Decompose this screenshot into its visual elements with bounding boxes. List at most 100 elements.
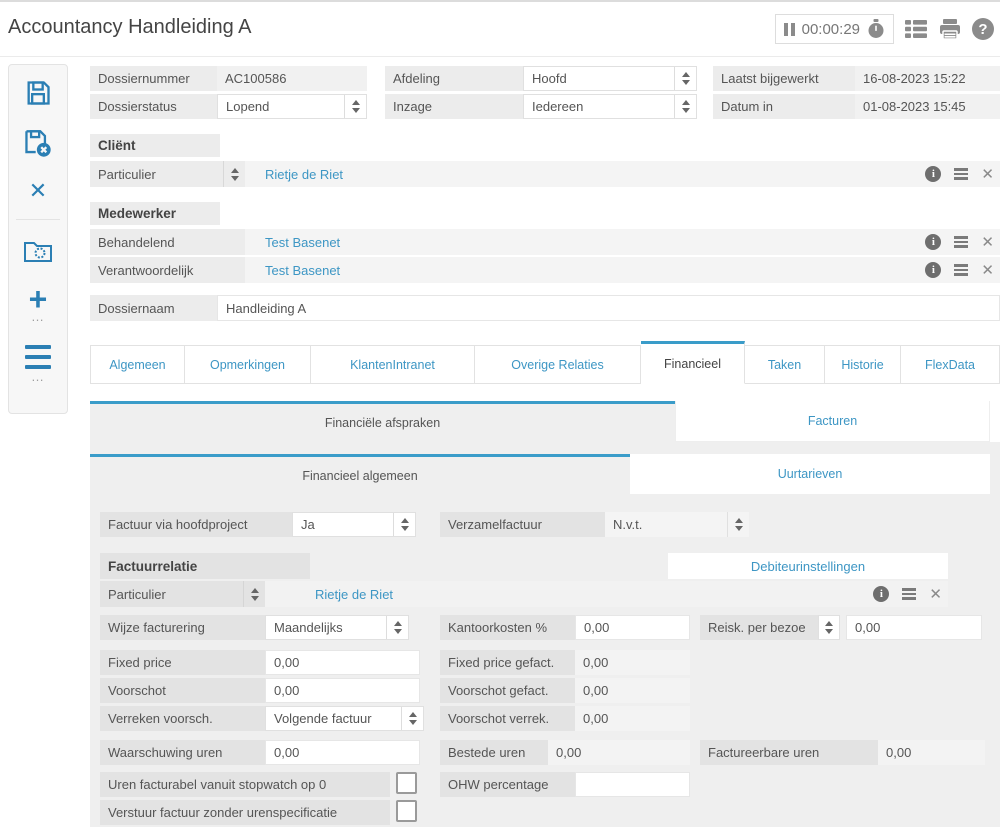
reisk-per-bezoek-label: Reisk. per bezoe bbox=[700, 615, 818, 640]
row-menu-icon[interactable] bbox=[902, 588, 917, 600]
datum-in-label: Datum in bbox=[713, 94, 855, 119]
spinner-icon[interactable] bbox=[393, 513, 415, 536]
tab-historie[interactable]: Historie bbox=[825, 345, 901, 384]
spinner-icon[interactable] bbox=[401, 707, 423, 730]
spinner-icon[interactable] bbox=[727, 512, 749, 537]
dossierstatus-value: Lopend bbox=[226, 99, 270, 114]
remove-icon[interactable]: ✕ bbox=[981, 234, 994, 251]
factuur-via-hoofdproject-select[interactable]: Ja bbox=[292, 512, 416, 537]
kantoorkosten-label: Kantoorkosten % bbox=[440, 615, 575, 640]
info-icon[interactable]: i bbox=[925, 262, 942, 278]
verantwoordelijk-name-link[interactable]: Test Basenet bbox=[265, 262, 341, 278]
inzage-select[interactable]: Iedereen bbox=[523, 94, 697, 119]
afdeling-select[interactable]: Hoofd bbox=[523, 66, 697, 91]
archive-folder-icon[interactable] bbox=[23, 238, 53, 264]
uren-row: Waarschuwing uren Bestede uren 0,00 Fact… bbox=[100, 740, 985, 765]
spinner-icon[interactable] bbox=[223, 161, 245, 187]
save-button[interactable] bbox=[24, 79, 52, 107]
verantwoordelijk-label: Verantwoordelijk bbox=[90, 257, 245, 283]
help-icon[interactable]: ? bbox=[972, 18, 994, 40]
row-menu-icon[interactable] bbox=[954, 264, 969, 276]
verreken-voorsch-select[interactable]: Volgende factuur bbox=[265, 706, 424, 731]
subtab-financiele-afspraken[interactable]: Financiële afspraken bbox=[90, 401, 675, 442]
kantoorkosten-input[interactable] bbox=[575, 615, 690, 640]
relatie-type-select[interactable]: Particulier bbox=[100, 581, 265, 607]
subtab-uurtarieven[interactable]: Uurtarieven bbox=[630, 454, 990, 494]
ohw-percentage-input[interactable] bbox=[575, 772, 690, 797]
ohw-percentage-label: OHW percentage bbox=[440, 772, 575, 797]
tab-financieel[interactable]: Financieel bbox=[641, 341, 745, 384]
remove-icon[interactable]: ✕ bbox=[929, 586, 942, 603]
dossiernaam-input[interactable] bbox=[217, 295, 1000, 321]
printer-icon[interactable] bbox=[938, 18, 962, 40]
dossierstatus-select[interactable]: Lopend bbox=[217, 94, 367, 119]
pause-icon[interactable] bbox=[783, 22, 795, 36]
verreken-voorsch-label: Verreken voorsch. bbox=[100, 706, 265, 731]
spinner-icon[interactable] bbox=[386, 616, 408, 639]
remove-icon[interactable]: ✕ bbox=[981, 166, 994, 183]
reisk-per-bezoek-input[interactable] bbox=[846, 615, 982, 640]
info-icon[interactable]: i bbox=[925, 166, 942, 182]
tab-overige-relaties[interactable]: Overige Relaties bbox=[475, 345, 641, 384]
spinner-icon[interactable] bbox=[674, 95, 696, 118]
more-dots-icon: … bbox=[31, 369, 45, 384]
verzamelfactuur-value: N.v.t. bbox=[613, 517, 643, 532]
wijze-facturering-value: Maandelijks bbox=[274, 620, 343, 635]
remove-icon[interactable]: ✕ bbox=[981, 262, 994, 279]
save-and-delete-button[interactable] bbox=[23, 129, 53, 159]
stopwatch-timer[interactable]: 00:00:29 bbox=[774, 14, 894, 44]
reisk-per-bezoek-select[interactable] bbox=[818, 615, 840, 640]
spinner-icon[interactable] bbox=[674, 67, 696, 90]
voorschot-input[interactable] bbox=[265, 678, 420, 703]
add-button[interactable]: + … bbox=[28, 281, 48, 324]
dossiernaam-label: Dossiernaam bbox=[90, 295, 217, 321]
laatst-bijgewerkt-label: Laatst bijgewerkt bbox=[713, 66, 855, 91]
close-icon[interactable]: ✕ bbox=[28, 178, 48, 203]
wijze-facturering-select[interactable]: Maandelijks bbox=[265, 615, 409, 640]
bestede-uren-value: 0,00 bbox=[548, 740, 690, 765]
fixed-price-gefact-value: 0,00 bbox=[575, 650, 690, 675]
voorschot-verrek-label: Voorschot verrek. bbox=[440, 706, 575, 731]
relatie-name-link[interactable]: Rietje de Riet bbox=[315, 586, 394, 602]
tab-klantenintranet[interactable]: KlantenIntranet bbox=[311, 345, 475, 384]
subtab-financieel-algemeen[interactable]: Financieel algemeen bbox=[90, 454, 630, 494]
list-view-icon[interactable] bbox=[904, 18, 928, 40]
tab-algemeen[interactable]: Algemeen bbox=[90, 345, 185, 384]
afdeling-value: Hoofd bbox=[532, 71, 567, 86]
urenspec-checkbox[interactable] bbox=[396, 800, 417, 822]
voorschot-verrek-value: 0,00 bbox=[575, 706, 690, 731]
spinner-icon[interactable] bbox=[243, 581, 265, 607]
tab-flexdata[interactable]: FlexData bbox=[901, 345, 1000, 384]
stopwatch-checkbox[interactable] bbox=[396, 772, 417, 794]
tab-opmerkingen[interactable]: Opmerkingen bbox=[185, 345, 311, 384]
spinner-icon[interactable] bbox=[819, 616, 839, 639]
waarschuwing-uren-input[interactable] bbox=[265, 740, 420, 765]
datum-in-value: 01-08-2023 15:45 bbox=[855, 94, 1000, 119]
sidebar-divider bbox=[16, 219, 60, 220]
afspraken-subtabs: Financieel algemeen Uurtarieven bbox=[90, 454, 990, 494]
urenspec-checkbox-row: Verstuur factuur zonder urenspecificatie bbox=[100, 800, 417, 825]
subtab-facturen[interactable]: Facturen bbox=[675, 401, 990, 442]
inzage-value: Iedereen bbox=[532, 99, 584, 114]
more-dots-icon: … bbox=[31, 309, 45, 324]
inzage-label: Inzage bbox=[385, 94, 523, 119]
menu-button[interactable]: … bbox=[25, 342, 51, 384]
debiteurinstellingen-button[interactable]: Debiteurinstellingen bbox=[668, 553, 948, 579]
spinner-icon[interactable] bbox=[344, 95, 366, 118]
client-type-select[interactable]: Particulier bbox=[90, 161, 245, 187]
waarschuwing-uren-label: Waarschuwing uren bbox=[100, 740, 265, 765]
info-icon[interactable]: i bbox=[873, 586, 890, 602]
stopwatch-icon[interactable] bbox=[867, 19, 885, 39]
dossiernaam-row: Dossiernaam bbox=[90, 295, 1000, 321]
row-menu-icon[interactable] bbox=[954, 168, 969, 180]
verzamelfactuur-label: Verzamelfactuur bbox=[440, 512, 605, 537]
info-icon[interactable]: i bbox=[925, 234, 942, 250]
behandelend-name-link[interactable]: Test Basenet bbox=[265, 234, 341, 250]
row-menu-icon[interactable] bbox=[954, 236, 969, 248]
client-name-link[interactable]: Rietje de Riet bbox=[265, 166, 344, 182]
tab-taken[interactable]: Taken bbox=[745, 345, 825, 384]
timer-value: 00:00:29 bbox=[801, 20, 860, 38]
voorschot-label: Voorschot bbox=[100, 678, 265, 703]
fixed-price-input[interactable] bbox=[265, 650, 420, 675]
verzamelfactuur-select[interactable]: N.v.t. bbox=[605, 512, 749, 537]
